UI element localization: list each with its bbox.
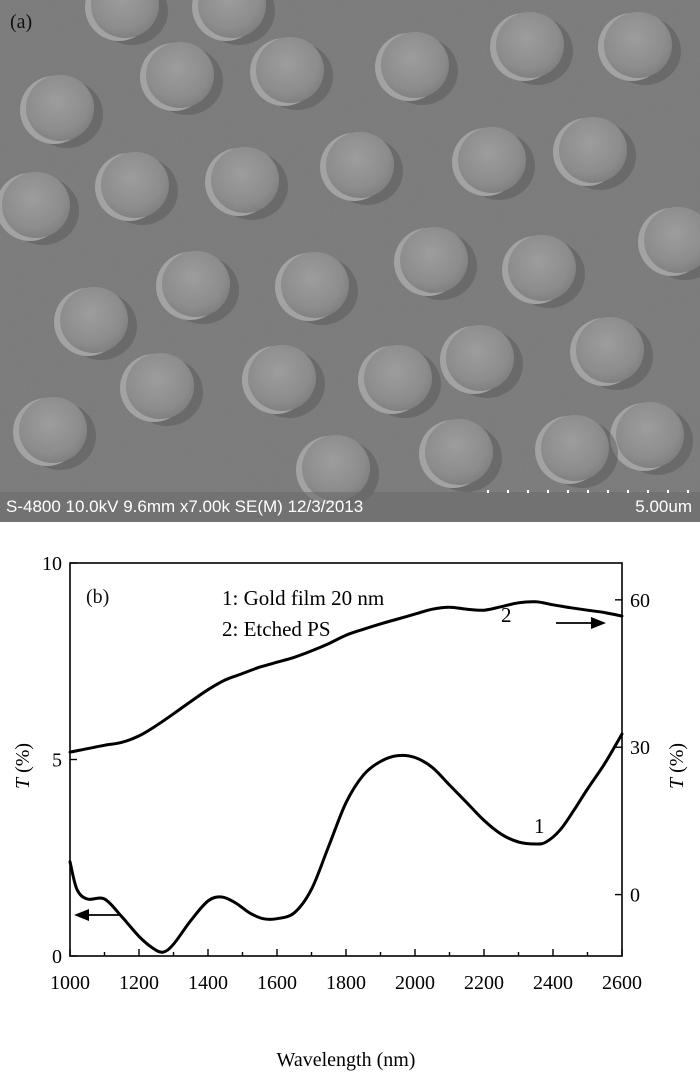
panel-b-label: (b) — [86, 586, 109, 608]
sem-disc — [54, 287, 137, 360]
sem-disc — [570, 317, 653, 390]
scale-bar-dot — [667, 490, 669, 493]
sem-disc — [85, 0, 168, 45]
sem-info-text: S-4800 10.0kV 9.6mm x7.00k SE(M) 12/3/20… — [6, 497, 363, 516]
sem-disc — [452, 127, 535, 200]
sem-disc — [638, 207, 700, 280]
right-y-tick-label: 60 — [630, 590, 650, 612]
x-tick-label: 2400 — [533, 972, 573, 994]
sem-disc — [320, 132, 403, 205]
sem-disc — [120, 353, 203, 426]
sem-disc — [242, 345, 325, 418]
x-axis-title: Wavelength (nm) — [277, 1049, 416, 1071]
right-axis-arrow — [556, 617, 606, 629]
sem-disc — [20, 75, 103, 148]
x-tick-label: 1800 — [326, 972, 366, 994]
x-tick-label: 1600 — [257, 972, 297, 994]
curve-label-1: 1 — [534, 814, 545, 838]
panel-a-label: (a) — [10, 11, 32, 33]
x-tick-label: 1400 — [188, 972, 228, 994]
scale-bar-dot — [547, 490, 549, 493]
sem-disc — [419, 419, 502, 492]
legend-entry-1: 1: Gold film 20 nm — [222, 586, 384, 610]
right-y-tick-label: 30 — [630, 737, 650, 759]
plot-frame — [69, 562, 623, 957]
curve-label-2: 2 — [501, 603, 512, 627]
sem-disc — [440, 325, 523, 398]
series-line-2 — [68, 600, 624, 754]
left-y-tick-label: 0 — [52, 946, 62, 968]
sem-disc — [156, 251, 239, 324]
left-axis-arrow — [74, 909, 120, 921]
sem-disc — [275, 252, 358, 325]
sem-disc — [553, 117, 636, 190]
right-axis-ticks: 0 30 60 — [615, 590, 650, 907]
x-tick-label: 1200 — [119, 972, 159, 994]
left-axis-ticks: 0 5 10 — [42, 553, 77, 968]
sem-disc — [95, 152, 178, 225]
sem-disc — [375, 32, 458, 105]
sem-disc — [250, 37, 333, 110]
x-axis-ticks: 1000 1200 1400 1600 1800 2000 2200 2400 2600 — [50, 949, 642, 994]
sem-micrograph: (a) S-4800 10.0kV 9.6mm x7.00k SE(M) 12/… — [0, 0, 700, 522]
series-line-1 — [68, 732, 624, 954]
scale-bar-dot — [687, 490, 689, 493]
x-tick-label: 2200 — [464, 972, 504, 994]
left-y-tick-label: 10 — [42, 553, 62, 575]
sem-info-bar — [0, 492, 700, 522]
sem-disc — [205, 147, 288, 220]
scale-bar-dot — [627, 490, 629, 493]
sem-disc — [502, 235, 585, 308]
sem-disc — [598, 12, 681, 85]
scale-bar-label: 5.00um — [635, 497, 692, 516]
x-tick-label: 2000 — [395, 972, 435, 994]
sem-disc — [535, 415, 618, 488]
scale-bar-dot — [587, 490, 589, 493]
right-y-tick-label: 0 — [630, 885, 640, 907]
scale-bar-dot — [507, 490, 509, 493]
transmission-chart: 1000 1200 1400 1600 1800 2000 2200 2400 2600 051… — [12, 553, 688, 1071]
sem-disc — [394, 227, 477, 300]
chart-series — [68, 600, 624, 954]
scale-bar-dot — [607, 490, 609, 493]
sem-disc — [490, 12, 573, 85]
scale-bar-dot — [647, 490, 649, 493]
scale-bar-dot — [487, 490, 489, 493]
scale-bar — [487, 490, 689, 493]
sem-disc — [13, 397, 96, 470]
left-y-tick-label: 5 — [52, 750, 62, 772]
left-axis-title: T (%) — [12, 743, 34, 789]
scale-bar-dot — [567, 490, 569, 493]
sem-disc — [296, 435, 379, 508]
sem-disc — [0, 172, 79, 245]
sem-disc — [610, 402, 693, 475]
right-axis-title: T (%) — [666, 743, 688, 789]
x-tick-label: 1000 — [50, 972, 90, 994]
disc-array — [0, 0, 700, 508]
sem-disc — [140, 42, 223, 115]
sem-disc — [192, 0, 275, 45]
sem-disc — [358, 345, 441, 418]
x-tick-label: 2600 — [602, 972, 642, 994]
legend-entry-2: 2: Etched PS — [222, 617, 331, 641]
scale-bar-dot — [527, 490, 529, 493]
